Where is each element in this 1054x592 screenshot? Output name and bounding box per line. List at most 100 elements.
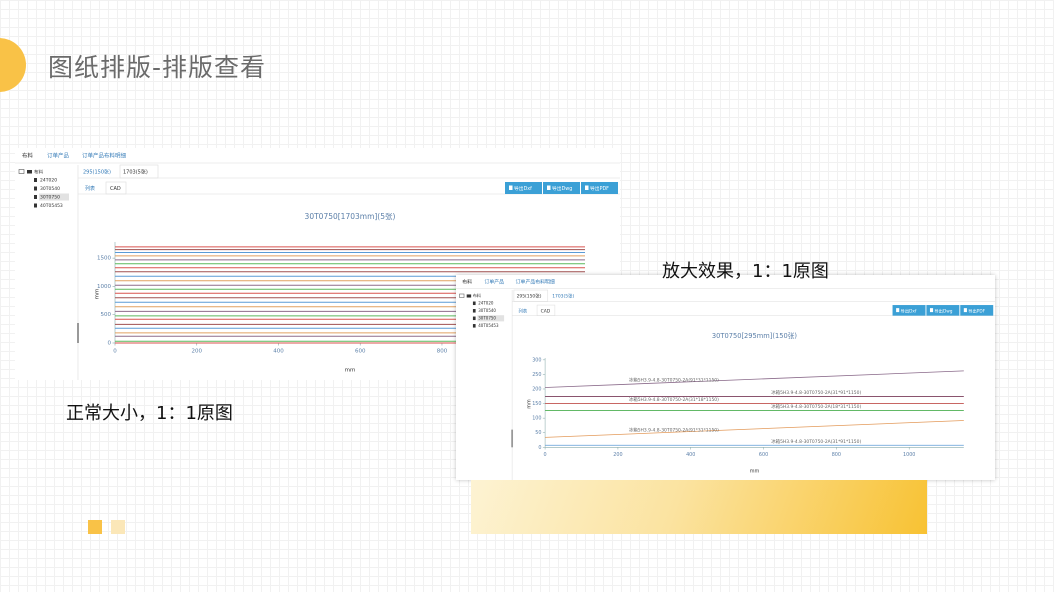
tree-selected	[477, 315, 505, 322]
button-icon	[547, 185, 551, 190]
deco-circle	[0, 38, 26, 92]
export-button[interactable]	[581, 182, 618, 194]
y-tick-label: 250	[532, 372, 541, 378]
tree-item[interactable]: 30T0750	[478, 315, 496, 320]
y-tick-label: 1000	[97, 284, 111, 290]
button-icon	[509, 185, 513, 190]
export-button[interactable]	[960, 305, 994, 316]
tab[interactable]: 295(150张)	[517, 293, 542, 300]
button-icon	[896, 308, 900, 313]
y-tick-label: 200	[532, 386, 541, 392]
y-tick-label: 100	[532, 416, 541, 422]
tree-root[interactable]: 布料	[473, 292, 481, 298]
chart-title: 30T0750[295mm](150张)	[712, 331, 797, 340]
y-tick-label: 1500	[97, 256, 111, 262]
tab[interactable]: 1703(5张)	[123, 169, 148, 176]
x-tick-label: 1000	[903, 452, 915, 458]
x-tick-label: 0	[544, 452, 547, 458]
file-icon	[472, 301, 476, 306]
slide-title: 图纸排版-排版查看	[48, 53, 267, 82]
caption: 正常大小，1：1原图	[66, 403, 233, 424]
y-axis-label: mm	[527, 399, 533, 409]
divider-handle	[511, 429, 514, 448]
series-line	[545, 370, 964, 388]
series-line	[545, 420, 964, 438]
series-label: 冰箱5H3.9-4.8-30T0750-2A(31*91*1150)	[771, 389, 861, 396]
export-button-label[interactable]: 导出PDF	[968, 307, 985, 314]
screenshot-svg: 布料 订单产品 订单产品布料明细布料24T02030T054030T075040T0…	[456, 279, 995, 480]
export-button-label[interactable]: 导出Dxf	[901, 307, 917, 314]
file-icon	[472, 309, 476, 313]
deco-band	[471, 480, 927, 534]
export-button-label[interactable]: 导出PDF	[590, 185, 609, 192]
x-tick-label: 800	[832, 452, 841, 458]
file-icon	[34, 178, 37, 182]
x-axis-label: mm	[345, 368, 356, 374]
series-label: 冰箱5H3.9-4.8-30T0750-2A(31*18*1150)	[629, 396, 719, 403]
tree-item[interactable]: 40T05453	[478, 323, 499, 328]
view-tab[interactable]: CAD	[110, 186, 121, 192]
tab[interactable]: 1703(5张)	[552, 293, 574, 300]
tab[interactable]: 295(150张)	[83, 169, 111, 176]
tree-item[interactable]: 30T0750	[40, 195, 60, 201]
nav-tab[interactable]: 布料	[22, 152, 34, 160]
x-tick-label: 600	[759, 452, 768, 458]
tree-selected	[39, 193, 69, 201]
button-icon	[585, 185, 589, 190]
series-label: 冰箱5H3.9-4.8-30T0750-2A(91*31*1150)	[629, 427, 719, 434]
y-tick-label: 0	[108, 341, 112, 347]
x-tick-label: 0	[113, 349, 117, 355]
deco-square	[111, 520, 125, 534]
nav-tab[interactable]: 订单产品布料明细	[82, 152, 127, 160]
file-icon	[34, 186, 37, 191]
button-icon	[929, 308, 934, 313]
divider-handle	[77, 323, 79, 343]
y-axis-label: mm	[95, 289, 101, 300]
x-tick-label: 400	[273, 349, 284, 355]
screenshot-zoomed: 布料 订单产品 订单产品布料明细 布料 24T020 30T0540 30T0750 40T0…	[456, 275, 995, 480]
deco-square	[88, 520, 102, 534]
x-axis-label: mm	[750, 469, 760, 475]
file-icon	[472, 324, 476, 328]
export-button-label[interactable]: 导出Dwg	[934, 307, 952, 314]
caption: 放大效果，1：1原图	[662, 261, 829, 282]
export-button-label[interactable]: 导出Dwg	[552, 185, 572, 192]
y-tick-label: 150	[532, 401, 541, 407]
y-tick-label: 0	[538, 445, 541, 451]
view-tab[interactable]: 列表	[518, 307, 527, 314]
nav-tab[interactable]: 布料	[462, 279, 472, 286]
y-tick-label: 500	[101, 312, 112, 318]
x-tick-label: 200	[613, 452, 622, 458]
x-tick-label: 200	[191, 349, 202, 355]
tree-item[interactable]: 24T020	[40, 178, 57, 184]
tree-item[interactable]: 40T05453	[40, 203, 63, 209]
series-label: 冰箱5H3.9-4.8-30T0750-2A(91*31*1150)	[629, 377, 719, 384]
file-icon	[472, 316, 476, 321]
series-label: 冰箱5H3.9-4.8-30T0750-2A(31*91*1150)	[771, 438, 861, 445]
export-button[interactable]	[505, 182, 542, 194]
export-button[interactable]	[926, 305, 960, 316]
x-tick-label: 800	[437, 349, 448, 355]
file-icon	[34, 203, 37, 208]
tree-item[interactable]: 30T0540	[478, 308, 496, 313]
folder-icon	[27, 170, 32, 174]
y-tick-label: 50	[535, 430, 541, 436]
tree-item[interactable]: 24T020	[478, 300, 494, 305]
tree-item[interactable]: 30T0540	[40, 186, 60, 192]
export-button-label[interactable]: 导出Dxf	[514, 185, 532, 192]
nav-tab[interactable]: 订单产品	[485, 279, 505, 286]
nav-tab[interactable]: 订单产品布料明细	[516, 279, 555, 286]
view-tab[interactable]: 列表	[85, 185, 95, 192]
folder-icon	[466, 294, 472, 298]
view-tab[interactable]: CAD	[541, 308, 551, 314]
series-label: 冰箱5H3.9-4.8-30T0750-2A(18*31*1150)	[771, 403, 861, 410]
nav-tab[interactable]: 订单产品	[47, 152, 70, 160]
export-button[interactable]	[543, 182, 580, 194]
export-button[interactable]	[892, 305, 926, 316]
y-tick-label: 300	[532, 357, 541, 363]
button-icon	[963, 308, 967, 313]
chart-title: 30T0750[1703mm](5张)	[305, 212, 396, 221]
x-tick-label: 400	[686, 452, 695, 458]
tree-root[interactable]: 布料	[34, 169, 43, 176]
